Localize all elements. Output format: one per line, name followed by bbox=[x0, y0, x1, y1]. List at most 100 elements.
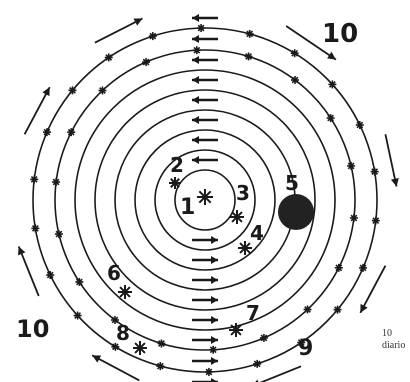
arrow-head bbox=[92, 355, 102, 363]
label-star-7: 7 bbox=[246, 301, 260, 325]
star-stroke bbox=[209, 346, 217, 354]
arrow-shaft bbox=[285, 25, 337, 61]
star-stroke bbox=[304, 306, 311, 313]
arrow-head bbox=[192, 136, 199, 144]
star-stroke bbox=[149, 32, 157, 40]
flow-arrow-left bbox=[192, 56, 218, 64]
flow-arrow-left bbox=[192, 156, 218, 164]
arrow-head bbox=[192, 76, 199, 84]
caption-line-2: diario bbox=[382, 340, 406, 351]
ring-star-mark bbox=[355, 121, 364, 130]
arrow-head bbox=[390, 177, 399, 187]
star-stroke bbox=[111, 343, 119, 351]
ring-star-mark bbox=[371, 216, 380, 225]
ring-star-mark bbox=[334, 263, 343, 272]
ring-star-mark bbox=[110, 315, 119, 324]
arrow-shaft bbox=[359, 265, 387, 314]
asterisk-star-8 bbox=[133, 341, 147, 355]
star-stroke bbox=[111, 316, 119, 324]
star-stroke bbox=[55, 230, 63, 238]
label-star-4: 4 bbox=[250, 221, 264, 245]
flow-arrow-right bbox=[192, 296, 218, 304]
ring-star-mark bbox=[54, 230, 63, 239]
outer-arrow bbox=[285, 25, 337, 61]
flow-arrow-right bbox=[192, 316, 218, 324]
ring-star-mark bbox=[192, 46, 201, 55]
asterisk-stroke bbox=[230, 324, 242, 336]
flow-arrow-left bbox=[192, 116, 218, 124]
caption: 10 diario bbox=[382, 328, 405, 352]
ring-star-mark bbox=[156, 362, 165, 371]
star-stroke bbox=[205, 368, 213, 376]
arrow-head bbox=[211, 336, 218, 344]
ring-star-mark bbox=[157, 339, 166, 348]
star-stroke bbox=[30, 176, 38, 183]
orbit-ring-5 bbox=[94, 89, 316, 311]
ring-star-mark bbox=[42, 128, 51, 137]
ring-star-mark bbox=[111, 342, 120, 351]
ring-star-mark bbox=[303, 305, 312, 314]
ring-star-mark bbox=[75, 277, 84, 286]
asterisk-stroke bbox=[119, 286, 131, 298]
label-planet-5: 5 bbox=[285, 171, 299, 195]
star-stroke bbox=[291, 49, 299, 57]
ring-star-mark bbox=[291, 76, 300, 85]
arrow-head bbox=[192, 14, 199, 22]
star-stroke bbox=[246, 30, 254, 38]
label-star-3: 3 bbox=[236, 181, 250, 205]
asterisk-star-3 bbox=[230, 210, 244, 224]
flow-arrows bbox=[192, 14, 218, 382]
arrow-head bbox=[360, 303, 368, 313]
asterisk-stroke bbox=[134, 342, 146, 354]
flow-arrow-right bbox=[192, 276, 218, 284]
star-stroke bbox=[46, 271, 54, 279]
arrow-shaft bbox=[94, 17, 143, 44]
label-ring-10-top: 10 bbox=[322, 19, 358, 49]
orbit-ring-7 bbox=[54, 49, 356, 351]
ring-star-mark bbox=[204, 367, 213, 376]
star-stroke bbox=[291, 76, 299, 84]
asterisk-star-1 bbox=[197, 189, 213, 205]
flow-arrow-left bbox=[192, 96, 218, 104]
arrow-head bbox=[192, 35, 199, 43]
arrow-head bbox=[17, 246, 26, 256]
outer-arrow bbox=[91, 354, 140, 382]
ring-star-mark bbox=[297, 338, 306, 347]
label-star-6: 6 bbox=[107, 261, 121, 285]
ring-star-mark bbox=[46, 270, 55, 279]
arrow-head bbox=[211, 296, 218, 304]
asterisk-stroke bbox=[231, 211, 243, 223]
flow-arrow-left bbox=[192, 136, 218, 144]
label-star-8: 8 bbox=[116, 321, 130, 345]
ring-star-mark bbox=[197, 24, 206, 33]
planet-5 bbox=[278, 194, 314, 230]
star-stroke bbox=[372, 217, 380, 224]
orbit-ring-1 bbox=[174, 169, 236, 231]
flow-arrow-left bbox=[192, 14, 218, 22]
star-stroke bbox=[158, 340, 165, 347]
star-stroke bbox=[260, 334, 268, 342]
star-stroke bbox=[334, 306, 341, 314]
ring-stars bbox=[30, 24, 380, 376]
ring-star-mark bbox=[104, 53, 113, 62]
ring-star-mark bbox=[209, 345, 218, 354]
flow-arrow-right bbox=[192, 236, 218, 244]
star-stroke bbox=[156, 362, 164, 370]
arrow-shaft bbox=[384, 134, 398, 187]
star-stroke bbox=[67, 128, 75, 136]
outer-arrow bbox=[359, 265, 387, 314]
ring-star-mark bbox=[244, 52, 253, 61]
ring-star-mark bbox=[73, 311, 82, 320]
star-stroke bbox=[347, 162, 355, 170]
orbit-ring-6 bbox=[74, 69, 336, 331]
arrow-shaft bbox=[91, 354, 140, 382]
asterisk-stroke bbox=[198, 190, 212, 204]
asterisk-stroke bbox=[170, 178, 180, 188]
arrow-head bbox=[42, 87, 50, 97]
star-stroke bbox=[245, 53, 252, 60]
ring-star-mark bbox=[52, 178, 61, 187]
arrow-head bbox=[255, 379, 259, 382]
flow-arrow-right bbox=[192, 378, 218, 382]
arrow-shaft bbox=[17, 246, 40, 297]
arrow-head bbox=[211, 378, 218, 382]
